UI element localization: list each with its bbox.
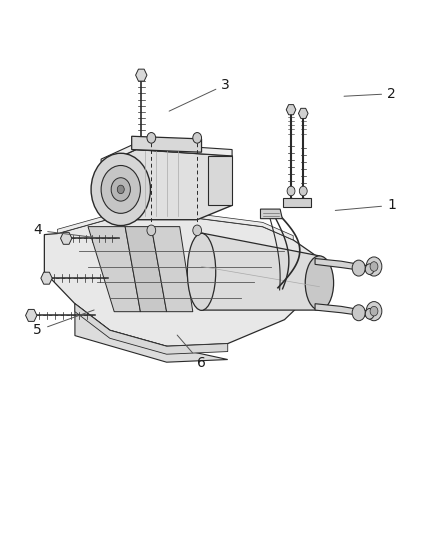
Polygon shape — [125, 227, 166, 312]
Ellipse shape — [305, 256, 334, 310]
Polygon shape — [132, 136, 201, 152]
Text: 3: 3 — [169, 78, 230, 111]
Polygon shape — [57, 213, 293, 240]
Circle shape — [147, 225, 155, 236]
Text: 4: 4 — [33, 223, 94, 237]
Ellipse shape — [187, 233, 216, 310]
Polygon shape — [41, 272, 52, 284]
Circle shape — [370, 306, 378, 316]
Polygon shape — [208, 156, 232, 205]
Circle shape — [287, 186, 295, 196]
Circle shape — [352, 305, 365, 321]
Circle shape — [193, 225, 201, 236]
Polygon shape — [315, 259, 372, 272]
Circle shape — [91, 154, 150, 225]
Polygon shape — [315, 304, 372, 317]
Circle shape — [101, 165, 141, 213]
Circle shape — [365, 309, 374, 319]
Circle shape — [117, 185, 124, 193]
Circle shape — [366, 302, 382, 321]
Text: 2: 2 — [344, 87, 396, 101]
Circle shape — [365, 264, 374, 274]
Circle shape — [147, 133, 155, 143]
Polygon shape — [75, 304, 228, 362]
Polygon shape — [136, 69, 147, 81]
Polygon shape — [261, 209, 283, 219]
Circle shape — [352, 260, 365, 276]
Text: 1: 1 — [335, 198, 396, 212]
Circle shape — [366, 257, 382, 276]
Polygon shape — [101, 143, 232, 165]
Polygon shape — [60, 232, 72, 244]
Polygon shape — [286, 104, 296, 115]
Polygon shape — [201, 233, 319, 310]
Polygon shape — [44, 217, 324, 346]
Polygon shape — [99, 171, 106, 209]
Polygon shape — [151, 227, 193, 312]
Polygon shape — [283, 198, 311, 207]
Polygon shape — [88, 227, 141, 312]
Polygon shape — [101, 150, 232, 220]
Circle shape — [111, 177, 131, 201]
Polygon shape — [298, 108, 308, 118]
Circle shape — [193, 133, 201, 143]
Circle shape — [370, 262, 378, 271]
Circle shape — [299, 186, 307, 196]
Polygon shape — [25, 310, 37, 321]
Text: 6: 6 — [177, 335, 206, 370]
Polygon shape — [75, 304, 228, 354]
Text: 5: 5 — [33, 310, 94, 337]
